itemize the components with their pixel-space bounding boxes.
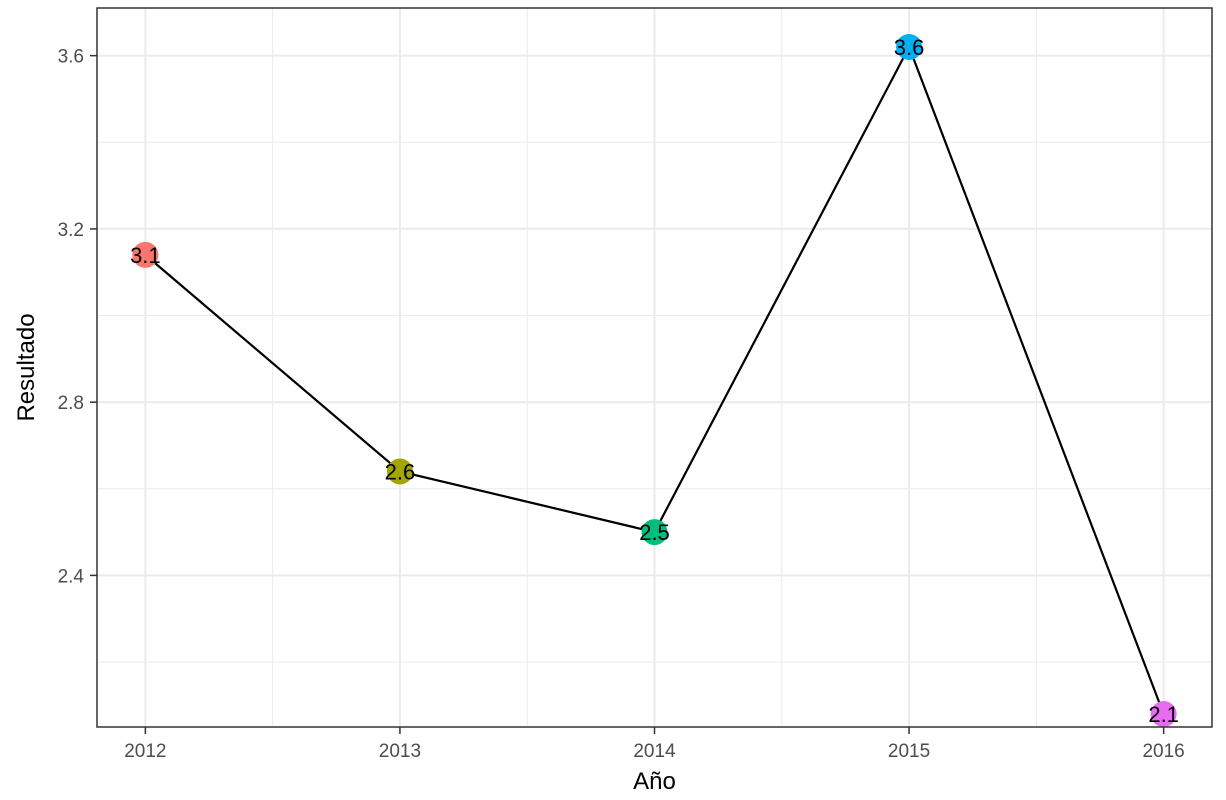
data-label-2012: 3.1: [130, 243, 161, 268]
data-label-2015: 3.6: [894, 35, 925, 60]
y-tick-label: 2.8: [58, 393, 84, 414]
axes: 2012 2013 2014 2015 2016 2.4 2.8 3.2 3.6: [58, 47, 1185, 762]
data-point-2016: [1150, 701, 1177, 728]
grid: [97, 8, 1212, 727]
data-point-2014: [641, 519, 668, 546]
x-tick-label: 2015: [888, 741, 930, 762]
data-label-2016: 2.1: [1148, 702, 1179, 727]
data-labels: 3.1 2.6 2.5 3.6 2.1: [130, 35, 1179, 727]
data-point-2015: [896, 33, 923, 60]
x-tick-label: 2012: [124, 741, 166, 762]
data-points: [132, 33, 1177, 728]
y-axis-title: Resultado: [13, 313, 40, 421]
data-label-2013: 2.6: [385, 459, 416, 484]
x-tick-label: 2013: [379, 741, 421, 762]
y-tick-label: 3.6: [58, 47, 84, 68]
x-tick-label: 2016: [1142, 741, 1184, 762]
y-tick-label: 2.4: [58, 566, 85, 587]
x-axis-title: Año: [633, 768, 676, 795]
data-point-2012: [132, 241, 159, 268]
x-tick-label: 2014: [633, 741, 676, 762]
data-label-2014: 2.5: [639, 520, 670, 545]
y-tick-label: 3.2: [58, 220, 84, 241]
data-point-2013: [386, 458, 413, 485]
